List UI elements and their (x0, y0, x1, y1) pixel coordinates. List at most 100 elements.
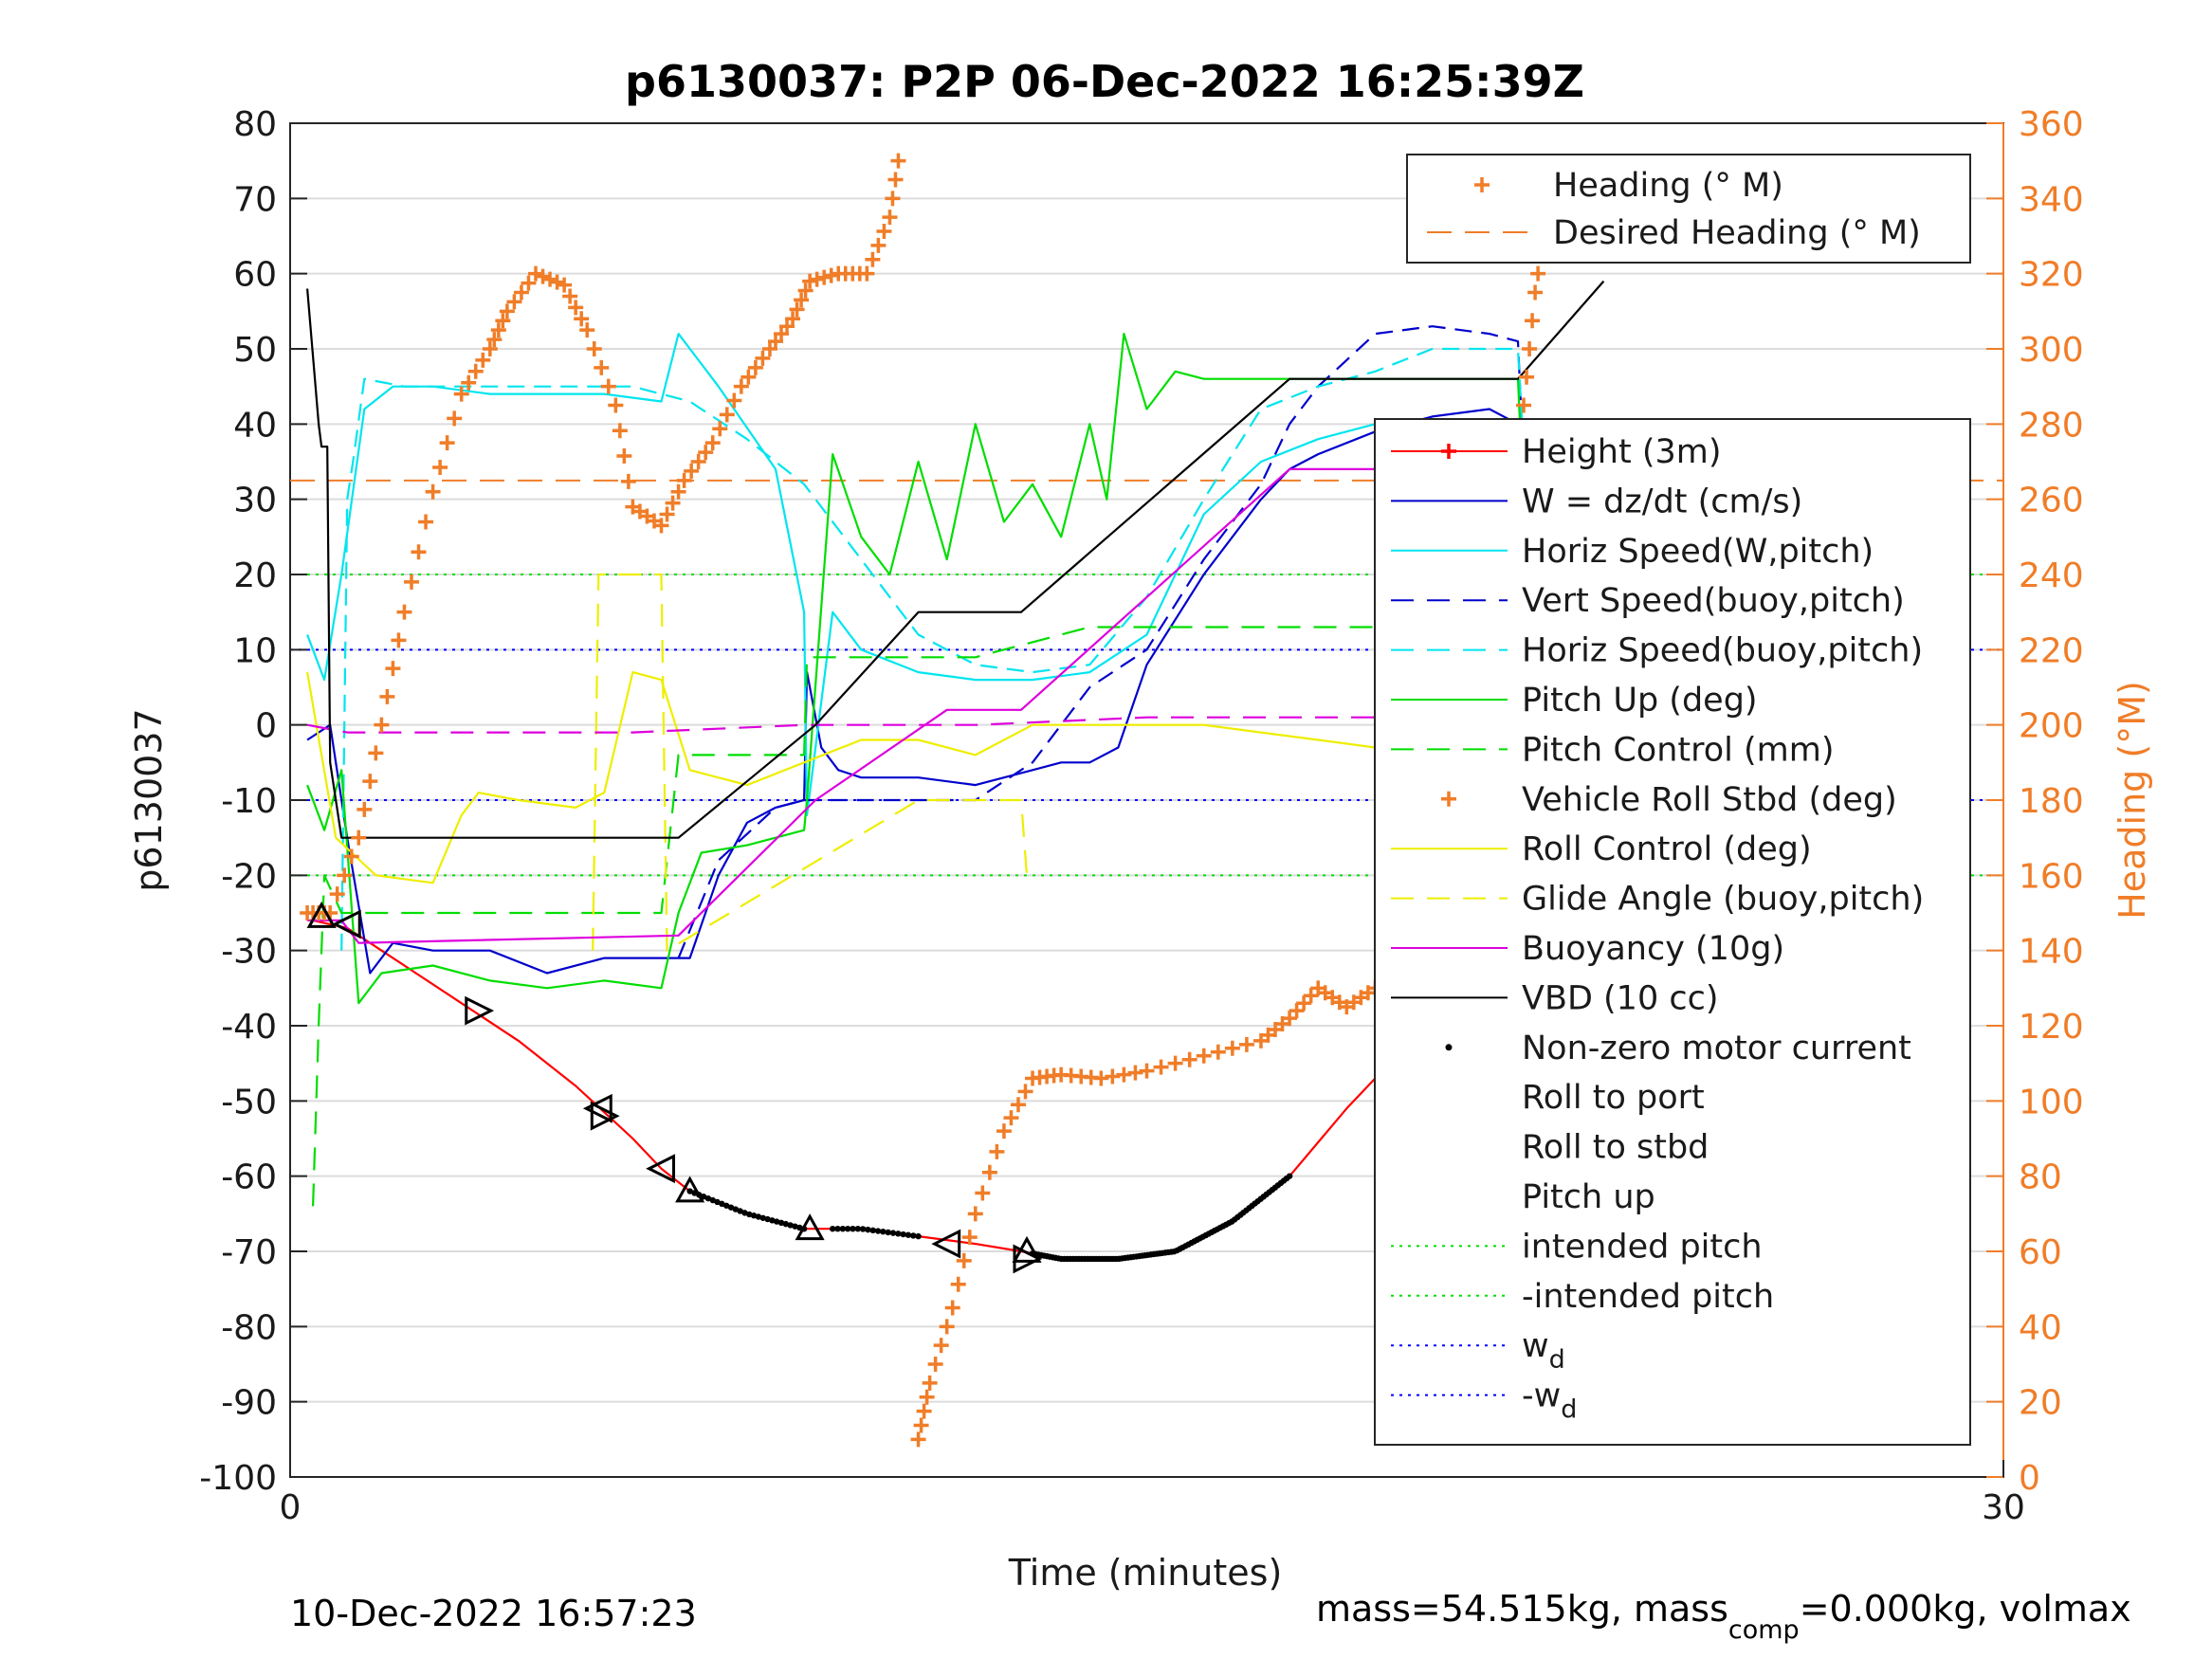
heading-marker (876, 224, 892, 240)
series-line-6 (312, 626, 1576, 1207)
pitch-up-marker (1012, 1235, 1042, 1263)
legend-main-label: Non-zero motor current (1522, 1030, 1911, 1067)
heading-marker (967, 1206, 983, 1222)
roll-to-port-marker (582, 1093, 612, 1123)
legend-top-label: Desired Heading (° M) (1553, 214, 1921, 252)
y-tick-label: -20 (221, 857, 277, 896)
heading-marker (486, 332, 503, 348)
heading-marker (933, 1338, 949, 1354)
heading-marker (612, 423, 628, 439)
heading-marker (1303, 988, 1319, 1004)
heading-marker (882, 210, 898, 226)
motor-current-dot (910, 1232, 917, 1239)
heading-marker (594, 359, 610, 375)
heading-marker (1167, 1055, 1183, 1071)
heading-marker (712, 421, 728, 437)
motor-current-dot (727, 1204, 735, 1211)
motor-current-dot (792, 1223, 798, 1230)
y-tick-label: 40 (233, 406, 277, 445)
y-tick-label: -40 (221, 1008, 277, 1047)
motor-current-dot (732, 1206, 740, 1212)
y2-tick-label: 280 (2019, 406, 2084, 445)
heading-marker (1181, 1051, 1197, 1067)
motor-current-dot (769, 1217, 776, 1224)
motor-current-dot (714, 1198, 721, 1206)
motor-current-dot (704, 1194, 712, 1202)
legend-main-label: Vehicle Roll Stbd (deg) (1522, 781, 1897, 819)
motor-current-dot (885, 1229, 891, 1236)
y-tick-label: -100 (199, 1459, 277, 1498)
y2-tick-label: 260 (2019, 482, 2084, 520)
pitch-up-marker (675, 1176, 705, 1203)
motor-current-dot (839, 1226, 847, 1232)
motor-current-dot (850, 1226, 856, 1232)
x-tick-label: 30 (1982, 1488, 2025, 1527)
heading-marker (557, 277, 573, 293)
heading-marker (944, 1300, 960, 1316)
heading-marker (950, 1276, 966, 1292)
heading-marker (698, 445, 714, 461)
heading-marker (396, 604, 412, 620)
y-tick-label: -10 (221, 782, 277, 821)
heading-marker (885, 191, 901, 207)
y-tick-label: -90 (221, 1384, 277, 1423)
heading-marker (374, 717, 390, 733)
pitch-up-marker (795, 1213, 825, 1241)
heading-marker (1296, 995, 1312, 1012)
y2-tick-label: 20 (2019, 1384, 2062, 1423)
motor-current-dot (719, 1200, 725, 1208)
y-tick-label: -50 (221, 1083, 277, 1121)
heading-marker (620, 473, 636, 489)
y2-tick-label: 100 (2019, 1083, 2084, 1121)
heading-marker (586, 341, 602, 356)
legend-swatch-dot (1445, 1044, 1453, 1051)
heading-marker (432, 459, 448, 475)
heading-marker (362, 774, 378, 790)
footer-mass: mass=54.515kg, masscomp=0.000kg, volmax (1316, 1588, 2131, 1645)
legend-main-label: Buoyancy (10g) (1522, 930, 1784, 968)
heading-marker (379, 688, 395, 704)
legend-main: Height (3m) W = dz/dt (cm/s) Horiz Speed(W… (1374, 418, 1971, 1446)
legend-swatch-plus (1441, 444, 1456, 459)
motor-current-dot (773, 1218, 780, 1225)
heading-marker (356, 801, 373, 817)
heading-marker (475, 352, 491, 368)
motor-current-dot (722, 1202, 730, 1209)
roll-to-stbd-marker (590, 1101, 620, 1131)
heading-marker (1238, 1036, 1254, 1052)
motor-current-dot (905, 1231, 912, 1238)
y2-tick-label: 80 (2019, 1158, 2062, 1197)
y2-axis-label: Heading (°M) (2111, 681, 2153, 920)
axis-ticks: 80706050403020100-10-20-30-40-50-60-70-8… (199, 105, 2083, 1527)
heading-marker (755, 350, 771, 366)
heading-marker (368, 745, 384, 761)
motor-current-dot (777, 1219, 785, 1227)
legend-main-label: Pitch Control (mm) (1522, 731, 1834, 769)
y2-tick-label: 200 (2019, 707, 2084, 746)
heading-marker (1010, 1097, 1026, 1113)
y2-tick-label: 300 (2019, 331, 2084, 370)
y-tick-label: 20 (233, 556, 277, 595)
legend-main-label: Roll to port (1522, 1079, 1705, 1117)
heading-marker (616, 448, 632, 465)
heading-marker (989, 1143, 1005, 1159)
heading-marker (659, 506, 675, 522)
heading-marker (568, 300, 584, 316)
y2-tick-label: 220 (2019, 631, 2084, 670)
legend-main-label: intended pitch (1522, 1228, 1763, 1266)
heading-marker (690, 454, 706, 469)
roll-to-port-marker (931, 1229, 961, 1259)
legend-main-label: Pitch up (1522, 1178, 1655, 1216)
heading-marker (956, 1252, 972, 1268)
heading-marker (939, 1319, 955, 1335)
heading-marker (521, 275, 537, 291)
heading-marker (919, 1389, 935, 1405)
roll-to-port-marker (331, 909, 361, 939)
heading-marker (1093, 1070, 1109, 1086)
y2-tick-label: 120 (2019, 1008, 2084, 1047)
heading-marker (1516, 397, 1532, 413)
heading-marker (870, 237, 887, 253)
heading-marker (1519, 369, 1535, 385)
y-tick-label: 50 (233, 331, 277, 370)
